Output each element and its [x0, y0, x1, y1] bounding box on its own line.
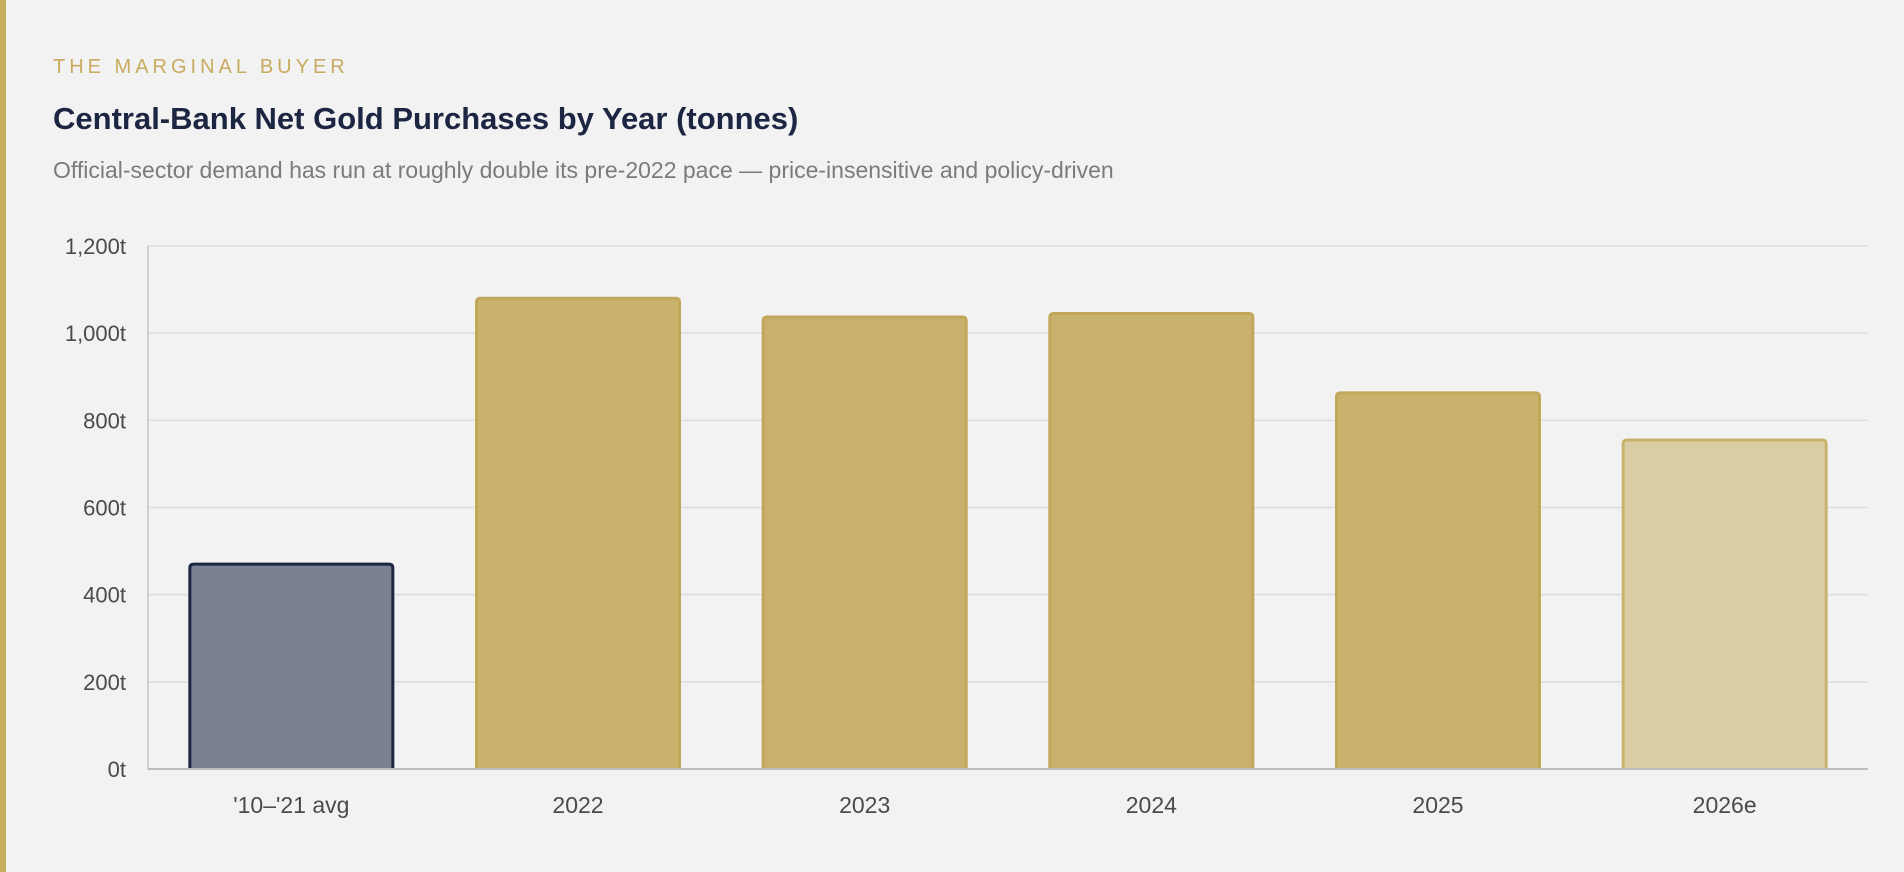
y-tick-label: 600t — [83, 496, 126, 521]
x-tick-label: 2025 — [1412, 792, 1463, 818]
y-tick-label: 1,000t — [65, 321, 126, 346]
axes — [147, 246, 1868, 770]
x-tick-label: 2024 — [1126, 792, 1177, 818]
bar-2022 — [475, 296, 681, 769]
accent-bar — [0, 0, 6, 872]
x-tick-label: 2023 — [839, 792, 890, 818]
x-axis-labels: '10–'21 avg 2022 2023 2024 2025 2026e — [233, 792, 1756, 818]
bar-2026e — [1621, 438, 1828, 769]
y-tick-label: 0t — [108, 757, 126, 782]
x-tick-label: 2026e — [1693, 792, 1757, 818]
grid-lines — [148, 245, 1868, 683]
x-tick-label: 2022 — [552, 792, 603, 818]
bars — [188, 296, 1828, 769]
bar-2023 — [761, 315, 968, 769]
y-tick-label: 800t — [83, 408, 126, 433]
y-tick-label: 1,200t — [65, 234, 126, 259]
y-axis-ticks: 0t 200t 400t 600t 800t 1,000t 1,200t — [65, 234, 126, 782]
y-tick-label: 200t — [83, 670, 126, 695]
bar-2024 — [1048, 312, 1255, 769]
x-tick-label: '10–'21 avg — [233, 792, 349, 818]
chart-subtitle: Official-sector demand has run at roughl… — [53, 157, 1114, 183]
chart-title: Central-Bank Net Gold Purchases by Year … — [53, 101, 799, 136]
bar-2025 — [1335, 391, 1541, 769]
y-tick-label: 400t — [83, 583, 126, 608]
bar--10-21-avg — [188, 562, 395, 769]
eyebrow-label: THE MARGINAL BUYER — [53, 56, 349, 78]
